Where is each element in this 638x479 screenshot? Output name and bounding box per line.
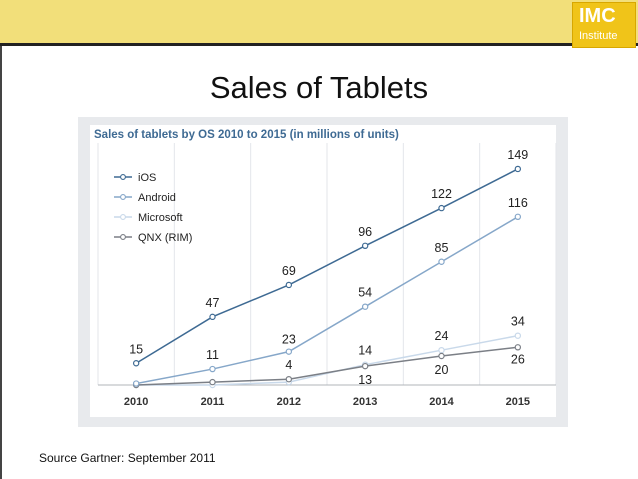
data-point (514, 332, 522, 339)
left-border (0, 46, 2, 479)
logo-mark: IMC (579, 5, 616, 27)
x-tick-label: 2012 (277, 396, 301, 408)
data-point (514, 165, 522, 173)
data-point (438, 352, 445, 360)
series-line-ios (135, 168, 519, 364)
chart-inner-background (90, 125, 556, 417)
data-point (209, 378, 216, 386)
data-point (132, 380, 140, 387)
data-label: 69 (282, 264, 296, 278)
legend-swatch-marker (120, 194, 126, 200)
data-point (438, 346, 445, 354)
data-point (209, 313, 216, 321)
header-divider (0, 43, 638, 46)
x-tick-label: 2013 (353, 396, 377, 408)
data-point (438, 204, 445, 212)
legend-entry: QNX (RIM) (138, 232, 192, 244)
slide-title: Sales of Tablets (209, 70, 429, 105)
legend-swatch-marker (120, 214, 126, 220)
series-line-android (136, 216, 519, 385)
data-label: 122 (431, 187, 452, 201)
data-label: 4 (285, 358, 292, 372)
data-label: 26 (511, 352, 525, 366)
chart-title: Sales of tablets by OS 2010 to 2015 (in … (94, 129, 399, 141)
data-point (361, 242, 369, 250)
chart-panel: Sales of tablets by OS 2010 to 2015 (in … (78, 117, 568, 427)
data-label: 85 (435, 241, 449, 255)
data-point (285, 281, 293, 289)
legend-swatch-marker (120, 234, 126, 240)
data-label: 34 (511, 315, 525, 329)
data-point (361, 362, 369, 370)
data-point (361, 303, 369, 310)
legend-entry: Android (138, 192, 176, 204)
data-point (514, 344, 522, 351)
x-tick-label: 2015 (506, 396, 530, 408)
source-note: Source Gartner: September 2011 (39, 451, 216, 465)
tablet-sales-chart: Sales of tablets by OS 2010 to 2015 (in … (90, 125, 557, 417)
data-point (438, 258, 445, 265)
logo-subtitle: Institute (579, 30, 618, 42)
legend-entry: iOS (138, 172, 156, 184)
header-bar (0, 0, 638, 43)
data-label: 15 (129, 342, 143, 356)
data-label: 47 (206, 296, 220, 310)
data-label: 116 (508, 196, 528, 210)
data-label: 149 (507, 148, 528, 162)
x-tick-label: 2010 (124, 396, 148, 408)
data-point (285, 348, 293, 355)
data-label: 14 (358, 344, 372, 358)
data-label: 24 (435, 329, 449, 343)
data-label: 23 (282, 333, 296, 347)
data-point (514, 213, 522, 221)
legend-entry: Microsoft (138, 212, 183, 224)
data-label: 20 (435, 363, 449, 377)
data-point (209, 365, 216, 373)
data-label: 11 (206, 348, 219, 362)
data-label: 54 (358, 286, 372, 300)
x-tick-label: 2014 (429, 396, 454, 408)
series-line-qnx-rim- (136, 346, 518, 386)
data-point (132, 360, 140, 367)
institute-logo: IMC Institute (572, 2, 636, 48)
x-tick-label: 2011 (201, 396, 225, 408)
data-label: 13 (358, 373, 372, 387)
data-point (285, 376, 293, 383)
legend-swatch-marker (120, 174, 126, 180)
data-label: 96 (358, 225, 372, 239)
